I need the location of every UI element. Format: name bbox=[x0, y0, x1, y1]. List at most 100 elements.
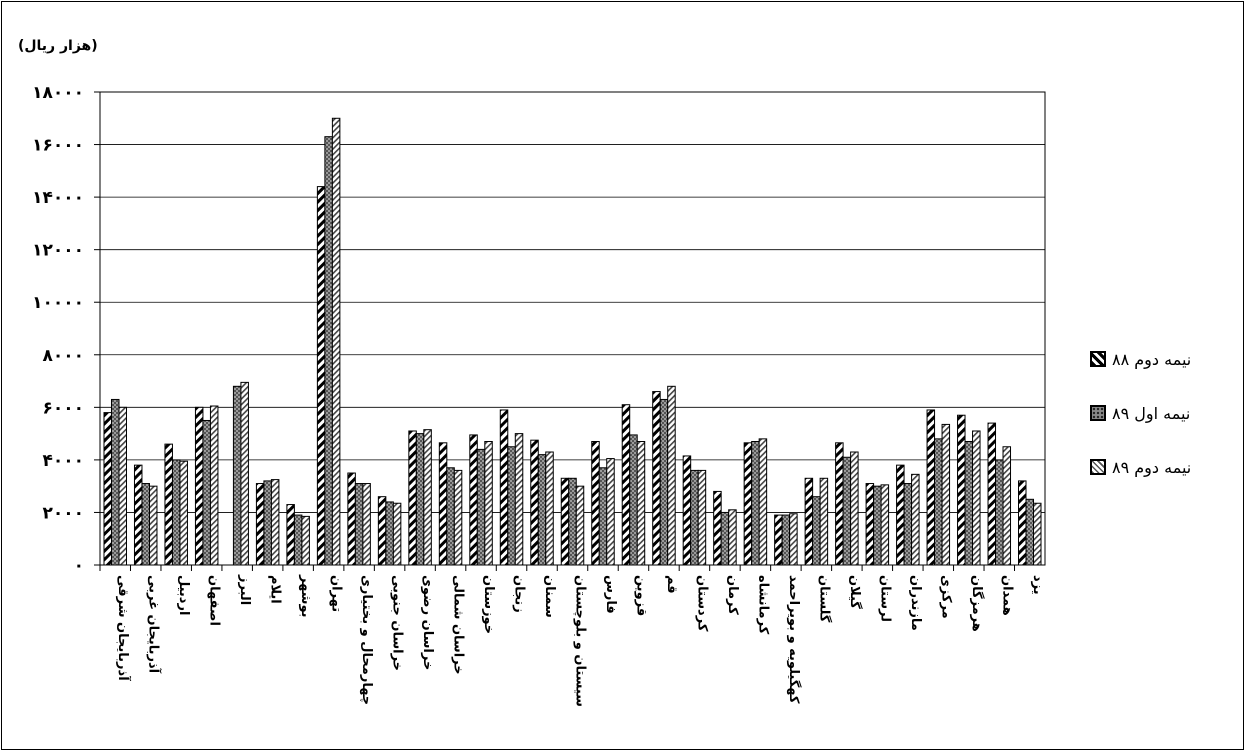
bar bbox=[1033, 502, 1042, 566]
bar bbox=[957, 414, 966, 566]
y-tick-label: ۱۰۰۰۰ bbox=[32, 293, 84, 313]
x-tick-label: خراسان شمالی bbox=[451, 575, 466, 675]
bar bbox=[575, 485, 585, 566]
bar bbox=[545, 451, 554, 566]
bar bbox=[209, 405, 219, 566]
bar bbox=[697, 469, 707, 566]
x-tick-label: گلستان bbox=[816, 575, 832, 623]
bar bbox=[171, 459, 181, 566]
bar bbox=[804, 477, 814, 566]
bar bbox=[324, 136, 333, 566]
bar bbox=[354, 483, 364, 566]
bar bbox=[103, 412, 112, 566]
bar bbox=[934, 438, 943, 566]
bar bbox=[1002, 446, 1012, 566]
bar bbox=[1018, 480, 1027, 566]
x-tick-label: هرمزگان bbox=[969, 575, 985, 632]
bar bbox=[148, 485, 158, 566]
y-tick-label: ۴۰۰۰ bbox=[42, 451, 84, 471]
bar bbox=[812, 496, 821, 566]
bar bbox=[720, 511, 730, 566]
bar bbox=[591, 440, 600, 566]
bar bbox=[469, 434, 478, 566]
bar bbox=[682, 455, 692, 566]
x-tick-label: کهگیلویه و بویراحمد bbox=[786, 575, 802, 704]
bar bbox=[606, 458, 615, 566]
bar bbox=[568, 477, 577, 566]
x-tick-label: خراسان جنوبی bbox=[390, 575, 405, 671]
x-tick-label: خراسان رضوی bbox=[420, 575, 435, 670]
x-tick-label: مرکزی bbox=[938, 575, 953, 619]
bar bbox=[789, 513, 798, 566]
bar bbox=[240, 381, 249, 566]
bar bbox=[850, 451, 859, 566]
bar bbox=[873, 485, 882, 566]
bar bbox=[499, 409, 509, 566]
x-tick-label: قزوین bbox=[633, 575, 648, 616]
bar bbox=[446, 467, 455, 566]
bar bbox=[629, 434, 638, 566]
bar bbox=[880, 484, 890, 566]
bar bbox=[423, 429, 432, 566]
legend-swatch-h2-88 bbox=[1090, 351, 1106, 367]
bar bbox=[781, 514, 791, 566]
bar bbox=[438, 442, 448, 566]
bar bbox=[484, 440, 493, 566]
bar bbox=[896, 464, 905, 566]
bar bbox=[667, 385, 676, 566]
bar bbox=[636, 440, 646, 566]
bar bbox=[270, 479, 280, 566]
bar bbox=[392, 502, 402, 566]
y-tick-label: ۸۰۰۰ bbox=[42, 346, 84, 366]
bar bbox=[621, 404, 631, 566]
bar bbox=[194, 406, 204, 566]
bar bbox=[331, 117, 341, 566]
x-tick-label: همدان bbox=[999, 575, 1014, 616]
bar bbox=[514, 433, 524, 566]
bar bbox=[1025, 498, 1035, 566]
bar bbox=[659, 398, 669, 566]
y-tick-label: ۰ bbox=[74, 556, 84, 576]
bar bbox=[537, 454, 547, 566]
bar bbox=[286, 504, 295, 566]
bar bbox=[758, 438, 768, 566]
x-tick-label: قم bbox=[664, 575, 679, 594]
bar bbox=[347, 472, 356, 566]
x-tick-label: چهارمحال و بختیاری bbox=[359, 575, 374, 705]
bar bbox=[903, 483, 913, 566]
bar bbox=[995, 459, 1004, 566]
legend-swatch-h1-89 bbox=[1090, 405, 1106, 421]
legend-swatch-h2-89 bbox=[1090, 459, 1106, 475]
x-tick-label: لرستان bbox=[877, 575, 892, 622]
bar bbox=[377, 496, 387, 566]
bar bbox=[415, 433, 425, 566]
bar bbox=[819, 477, 829, 566]
x-tick-label: یزد bbox=[1030, 575, 1045, 595]
bar bbox=[774, 514, 783, 566]
plot-area bbox=[99, 91, 1046, 566]
bar bbox=[263, 480, 272, 566]
y-tick-label: ۱۸۰۰۰ bbox=[32, 83, 84, 103]
bar bbox=[972, 430, 981, 566]
x-tick-label: خوزستان bbox=[481, 575, 496, 634]
bar bbox=[941, 423, 951, 566]
bar bbox=[560, 477, 570, 566]
bar bbox=[118, 406, 127, 566]
x-tick-label: بوشهر bbox=[298, 574, 313, 618]
bar bbox=[835, 442, 844, 566]
bar bbox=[110, 398, 120, 566]
y-tick-label: ۱۴۰۰۰ bbox=[32, 188, 84, 208]
bar bbox=[453, 469, 463, 566]
x-tick-label: ایلام bbox=[268, 575, 283, 604]
bar bbox=[408, 430, 417, 566]
x-tick-label: سیستان و بلوچستان bbox=[573, 575, 588, 707]
bar bbox=[751, 440, 760, 566]
x-tick-label: کرمان bbox=[725, 575, 740, 615]
bar bbox=[255, 483, 265, 566]
x-tick-label: فارس bbox=[603, 575, 618, 614]
bar bbox=[865, 483, 875, 566]
bar bbox=[301, 515, 310, 566]
x-tick-label: کردستان bbox=[694, 575, 709, 632]
legend-item-h2-89: نیمه دوم ۸۹ bbox=[1090, 456, 1191, 478]
bar bbox=[507, 446, 516, 566]
